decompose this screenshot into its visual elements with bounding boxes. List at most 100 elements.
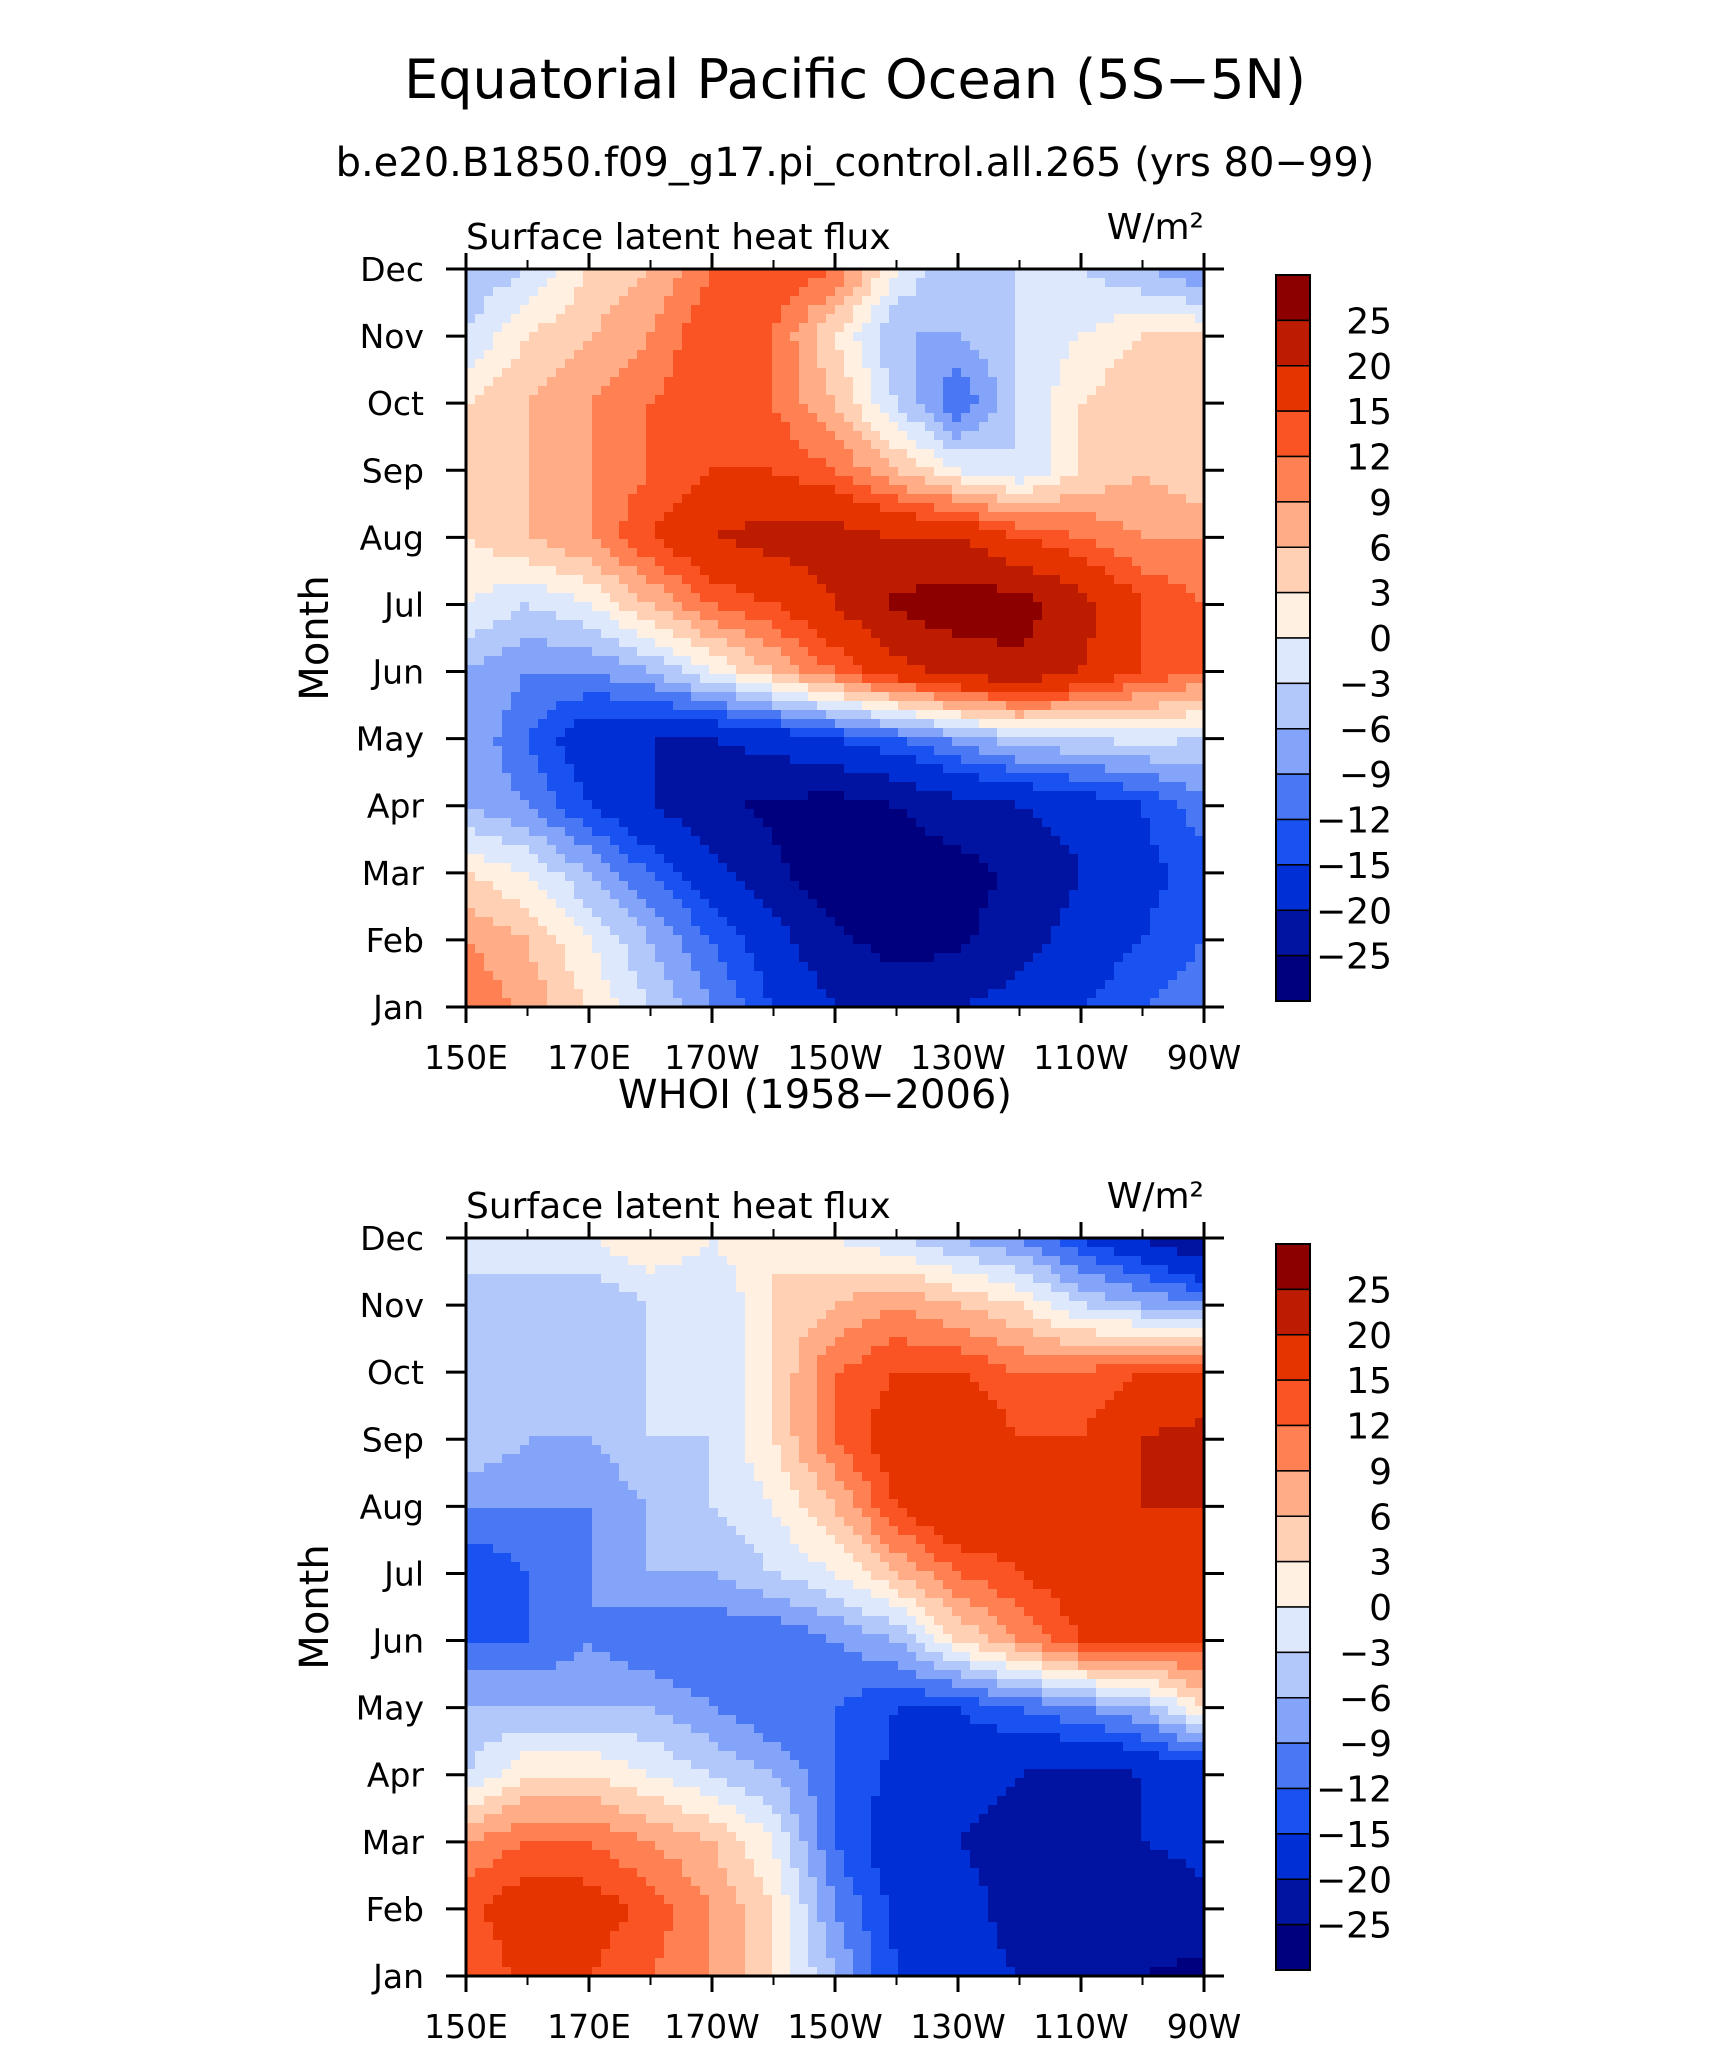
heat-cell xyxy=(1051,521,1061,531)
heat-cell xyxy=(700,269,710,279)
heat-cell xyxy=(1195,305,1205,315)
heat-cell xyxy=(853,746,863,756)
heat-cell xyxy=(1015,710,1025,720)
heat-cell xyxy=(592,386,602,396)
heat-cell xyxy=(1069,755,1079,765)
heat-cell xyxy=(826,467,836,477)
heat-cell xyxy=(898,404,908,414)
heat-cell xyxy=(619,692,629,702)
heat-cell xyxy=(691,728,701,738)
heat-cell xyxy=(1123,485,1133,495)
heat-cell xyxy=(1168,746,1178,756)
heat-cell xyxy=(1033,323,1043,333)
heat-cell xyxy=(925,359,935,369)
heat-cell xyxy=(664,755,674,765)
heat-cell xyxy=(637,800,647,810)
heat-cell xyxy=(700,566,710,576)
heat-cell xyxy=(889,701,899,711)
heat-cell xyxy=(619,494,629,504)
heat-cell xyxy=(844,566,854,576)
heat-cell xyxy=(691,368,701,378)
heat-cell xyxy=(1186,440,1196,450)
heat-cell xyxy=(898,395,908,405)
heat-cell xyxy=(655,773,665,783)
heat-cell xyxy=(1123,287,1133,297)
heat-cell xyxy=(475,782,485,792)
heat-cell xyxy=(673,287,683,297)
heat-cell xyxy=(529,692,539,702)
heat-cell xyxy=(673,440,683,450)
heat-cell xyxy=(1105,647,1115,657)
heat-cell xyxy=(583,449,593,459)
heat-cell xyxy=(799,764,809,774)
heat-cell xyxy=(736,647,746,657)
heat-cell xyxy=(673,710,683,720)
heat-cell xyxy=(745,656,755,666)
heat-cell xyxy=(745,269,755,279)
heat-cell xyxy=(1141,593,1151,603)
heat-cell xyxy=(592,404,602,414)
heat-cell xyxy=(781,278,791,288)
heat-cell xyxy=(988,719,998,729)
heat-cell xyxy=(1114,809,1124,819)
heat-cell xyxy=(943,278,953,288)
heat-cell xyxy=(907,467,917,477)
heat-cell xyxy=(1195,728,1205,738)
heat-cell xyxy=(628,341,638,351)
heat-cell xyxy=(565,278,575,288)
heat-cell xyxy=(1105,620,1115,630)
heat-cell xyxy=(907,431,917,441)
heat-cell xyxy=(574,584,584,594)
heat-cell xyxy=(952,467,962,477)
heat-cell xyxy=(1186,611,1196,621)
heat-cell xyxy=(1051,350,1061,360)
heat-cell xyxy=(979,629,989,639)
heat-cell xyxy=(475,764,485,774)
heat-cell xyxy=(493,431,503,441)
heat-cell xyxy=(628,350,638,360)
heat-cell xyxy=(1105,638,1115,648)
heat-cell xyxy=(628,296,638,306)
heat-cell xyxy=(1186,737,1196,747)
heat-cell xyxy=(583,269,593,279)
heat-cell xyxy=(565,728,575,738)
heat-cell xyxy=(1141,521,1151,531)
heat-cell xyxy=(772,584,782,594)
heat-cell xyxy=(637,368,647,378)
heat-cell xyxy=(988,278,998,288)
heat-cell xyxy=(520,809,530,819)
heat-cell xyxy=(1168,575,1178,585)
heat-cell xyxy=(1051,296,1061,306)
heat-cell xyxy=(880,512,890,522)
heat-cell xyxy=(835,737,845,747)
heat-cell xyxy=(916,278,926,288)
heat-cell xyxy=(646,791,656,801)
heat-cell xyxy=(781,332,791,342)
heat-cell xyxy=(997,602,1007,612)
heat-cell xyxy=(862,422,872,432)
heat-cell xyxy=(511,602,521,612)
heat-cell xyxy=(736,458,746,468)
heat-cell xyxy=(1033,503,1043,513)
heat-cell xyxy=(736,656,746,666)
heat-cell xyxy=(475,728,485,738)
heat-cell xyxy=(538,269,548,279)
heat-cell xyxy=(511,458,521,468)
heat-cell xyxy=(961,656,971,666)
heat-cell xyxy=(502,440,512,450)
heat-cell xyxy=(682,494,692,504)
heat-cell xyxy=(610,773,620,783)
heat-cell xyxy=(1159,629,1169,639)
heat-cell xyxy=(592,539,602,549)
heat-cell xyxy=(736,728,746,738)
heat-cell xyxy=(1051,665,1061,675)
heat-cell xyxy=(1060,512,1070,522)
heat-cell xyxy=(493,593,503,603)
heat-cell xyxy=(484,566,494,576)
heat-cell xyxy=(664,701,674,711)
heat-cell xyxy=(934,377,944,387)
heat-cell xyxy=(493,683,503,693)
heat-cell xyxy=(529,521,539,531)
heat-cell xyxy=(952,431,962,441)
heat-cell xyxy=(862,296,872,306)
